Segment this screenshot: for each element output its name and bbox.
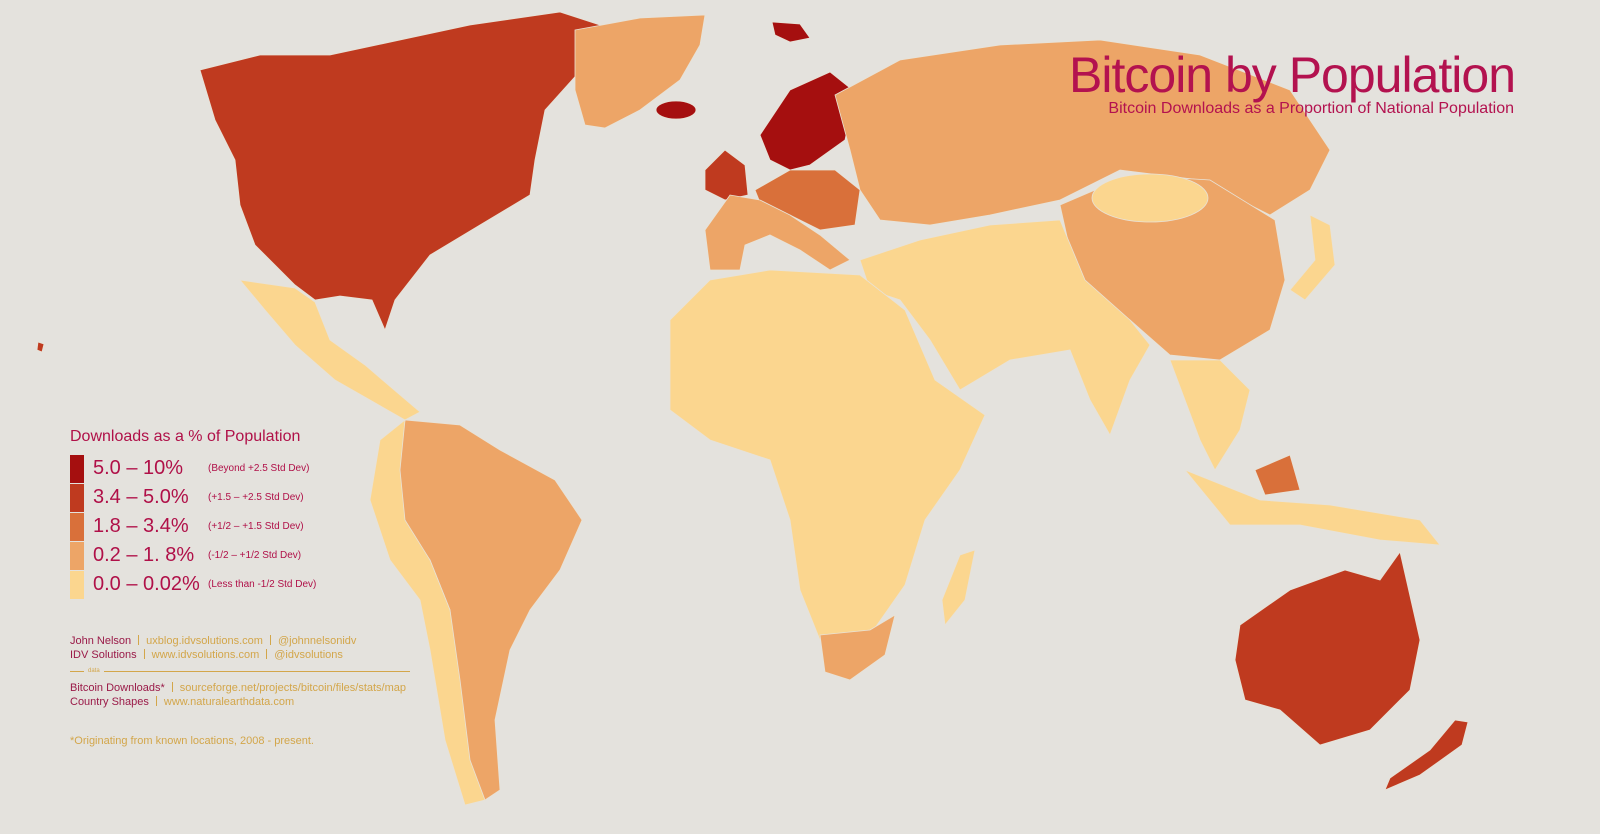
credit-row: John Nelson uxblog.idvsolutions.com @johnn… xyxy=(70,634,410,648)
north-america xyxy=(199,11,601,332)
credit-name: John Nelson xyxy=(70,635,132,647)
western-europe xyxy=(704,194,851,271)
credit-link: www.idvsolutions.com xyxy=(137,649,260,661)
credits: John Nelson uxblog.idvsolutions.com @johnn… xyxy=(70,634,410,709)
legend-note: (Beyond +2.5 Std Dev) xyxy=(208,463,310,474)
legend-item: 3.4 – 5.0% (+1.5 – +2.5 Std Dev) xyxy=(70,483,316,512)
southeast-asia xyxy=(1169,359,1251,471)
legend-note: (-1/2 – +1/2 Std Dev) xyxy=(208,550,302,561)
madagascar xyxy=(941,549,976,626)
credit-name: Bitcoin Downloads* xyxy=(70,682,165,694)
credit-row: IDV Solutions www.idvsolutions.com @idvsol… xyxy=(70,648,410,662)
legend-range: 3.4 – 5.0% xyxy=(93,486,189,508)
credit-rows: John Nelson uxblog.idvsolutions.com @johnn… xyxy=(70,634,410,662)
credit-link: @johnnelsonidv xyxy=(263,635,356,647)
subtitle: Bitcoin Downloads as a Proportion of Nat… xyxy=(1108,100,1514,117)
japan xyxy=(1289,214,1336,301)
hawaii xyxy=(36,341,45,353)
source-rows: Bitcoin Downloads* sourceforge.net/projec… xyxy=(70,681,410,709)
legend-range: 5.0 – 10% xyxy=(93,457,184,479)
legend-range: 0.2 – 1. 8% xyxy=(93,544,195,566)
title: Bitcoin by Population xyxy=(1069,47,1516,103)
legend-range: 1.8 – 3.4% xyxy=(93,515,189,537)
iceland xyxy=(655,100,697,120)
legend-swatch xyxy=(70,483,84,512)
new-zealand xyxy=(1384,719,1469,791)
mongolia xyxy=(1091,173,1209,223)
legend: Downloads as a % of Population 5.0 – 10%… xyxy=(70,428,316,599)
credit-link: www.naturalearthdata.com xyxy=(149,696,294,708)
legend-swatch xyxy=(70,512,84,541)
credit-link: uxblog.idvsolutions.com xyxy=(131,635,263,647)
south-africa xyxy=(819,614,896,681)
legend-item: 0.0 – 0.02% (Less than -1/2 Std Dev) xyxy=(70,570,316,599)
middle-east-india xyxy=(859,219,1151,436)
footnote: *Originating from known locations, 2008 … xyxy=(70,735,314,747)
svalbard xyxy=(771,21,811,43)
divider-line xyxy=(103,670,410,672)
scandinavia xyxy=(759,71,856,171)
central-america xyxy=(239,279,421,421)
africa xyxy=(669,269,986,641)
malaysia xyxy=(1254,454,1301,496)
indonesia xyxy=(1184,469,1441,546)
legend-range: 0.0 – 0.02% xyxy=(93,573,200,595)
legend-item: 5.0 – 10% (Beyond +2.5 Std Dev) xyxy=(70,454,316,483)
legend-swatch xyxy=(70,541,84,570)
legend-item: 1.8 – 3.4% (+1/2 – +1.5 Std Dev) xyxy=(70,512,316,541)
credit-name: IDV Solutions xyxy=(70,649,137,661)
credit-row: Country Shapes www.naturalearthdata.com xyxy=(70,695,410,709)
south-america-west xyxy=(369,419,486,806)
credit-name: Country Shapes xyxy=(70,696,149,708)
credit-row: Bitcoin Downloads* sourceforge.net/projec… xyxy=(70,681,410,695)
credit-link: sourceforge.net/projects/bitcoin/files/s… xyxy=(165,682,406,694)
legend-swatch xyxy=(70,570,84,599)
australia xyxy=(1234,551,1421,746)
legend-item: 0.2 – 1. 8% (-1/2 – +1/2 Std Dev) xyxy=(70,541,316,570)
legend-note: (+1.5 – +2.5 Std Dev) xyxy=(208,492,304,503)
divider-label: data xyxy=(88,668,100,674)
legend-note: (Less than -1/2 Std Dev) xyxy=(208,579,317,590)
divider-line xyxy=(70,670,84,672)
legend-items: 5.0 – 10% (Beyond +2.5 Std Dev) 3.4 – 5.0%… xyxy=(70,454,316,599)
legend-swatch xyxy=(70,454,84,483)
legend-note: (+1/2 – +1.5 Std Dev) xyxy=(208,521,304,532)
credit-link: @idvsolutions xyxy=(259,649,343,661)
legend-title: Downloads as a % of Population xyxy=(70,428,301,445)
greenland xyxy=(574,14,706,129)
uk-ireland xyxy=(704,149,749,201)
divider: data xyxy=(70,664,410,678)
